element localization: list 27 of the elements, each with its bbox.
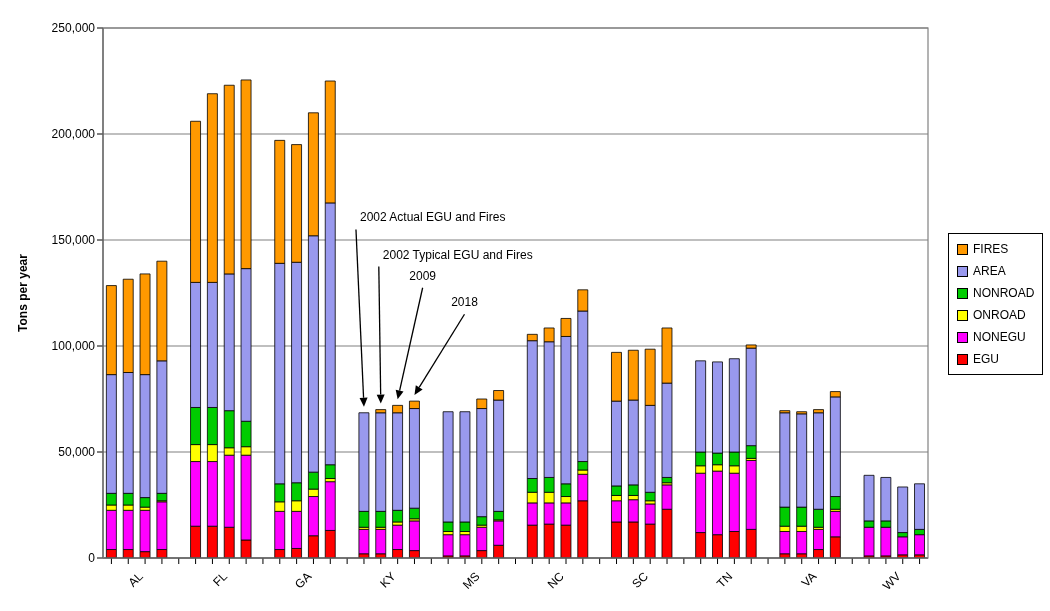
x-tick-label: VA — [798, 569, 820, 590]
annotation: 2002 Actual EGU and Fires — [359, 210, 506, 225]
x-tick-label: SC — [629, 569, 652, 591]
x-tick-label: MS — [459, 569, 483, 592]
annotation: 2002 Typical EGU and Fires — [382, 247, 533, 262]
x-tick-label: NC — [544, 569, 568, 592]
x-tick-label: TN — [713, 569, 736, 591]
y-axis-title: Tons per year — [16, 253, 31, 332]
legend-label: EGU — [973, 352, 1000, 366]
y-tick-label: 0 — [88, 551, 96, 566]
legend-label: AREA — [973, 264, 1006, 278]
annotation: 2009 — [409, 268, 437, 283]
annotation: 2018 — [451, 295, 479, 310]
legend-label: NONEGU — [973, 330, 1026, 344]
legend-label: ONROAD — [973, 308, 1026, 322]
x-tick-label: FL — [210, 569, 231, 590]
y-tick-label: 50,000 — [58, 445, 96, 460]
x-tick-label: KY — [377, 569, 399, 591]
y-tick-label: 100,000 — [51, 339, 96, 354]
x-tick-label: WV — [879, 569, 904, 593]
y-tick-label: 150,000 — [51, 233, 96, 248]
legend-label: FIRES — [973, 242, 1009, 256]
legend-label: NONROAD — [973, 286, 1035, 300]
y-tick-label: 250,000 — [51, 21, 96, 36]
y-tick-label: 200,000 — [51, 127, 96, 142]
x-tick-label: AL — [125, 569, 147, 590]
x-tick-label: GA — [292, 569, 315, 592]
